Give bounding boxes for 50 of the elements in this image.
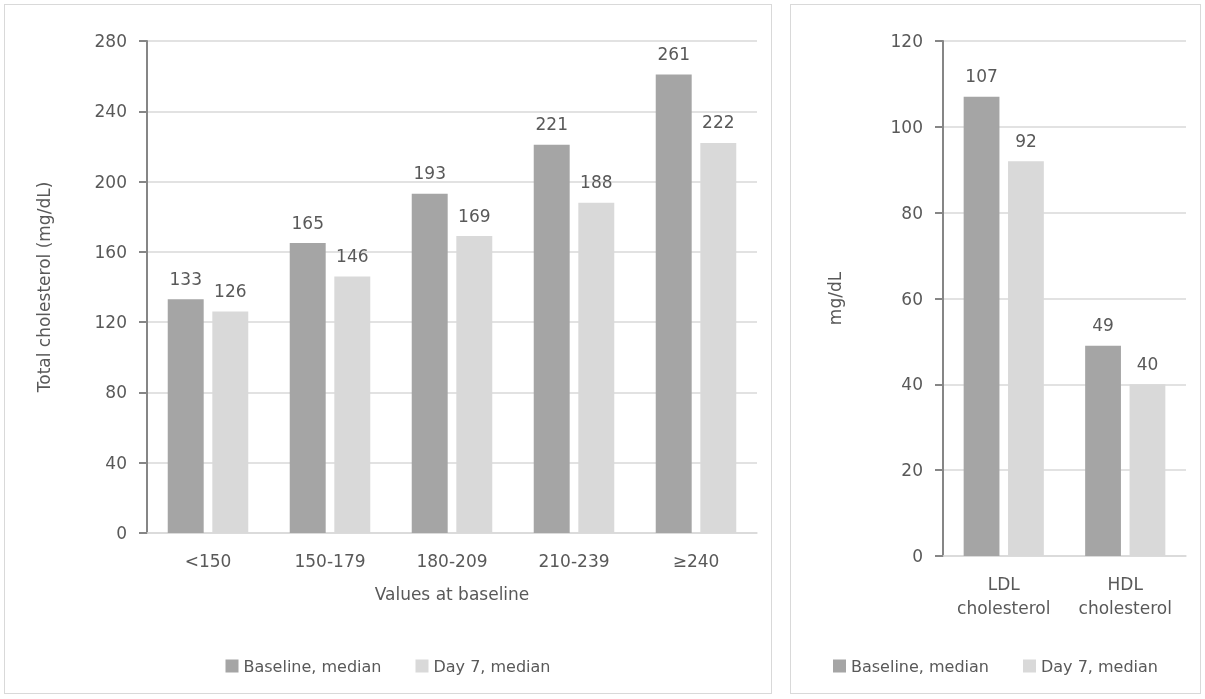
x-tick-label: <150: [184, 551, 232, 571]
legend-label: Baseline, median: [243, 656, 382, 676]
data-label: 49: [1092, 315, 1114, 336]
data-label: 261: [657, 43, 690, 64]
y-tick-label: 120: [94, 312, 127, 333]
y-tick-label: 200: [94, 171, 127, 192]
data-label: 107: [965, 66, 998, 87]
y-tick-label: 80: [105, 382, 127, 403]
y-tick-label: 20: [901, 460, 923, 481]
legend-label: Baseline, median: [851, 656, 989, 676]
data-label: 133: [169, 268, 202, 289]
bar: [1085, 345, 1121, 556]
y-tick-label: 40: [105, 452, 127, 473]
bar: [167, 299, 204, 533]
x-tick-label: ≥240: [672, 551, 720, 571]
y-tick-label: 100: [890, 116, 923, 137]
y-tick-label: 80: [901, 202, 923, 223]
data-label: 221: [535, 114, 568, 135]
y-tick-label: 0: [116, 523, 127, 543]
x-tick-label: 210-239: [538, 551, 610, 571]
legend-label: Day 7, median: [433, 656, 551, 676]
y-tick-label: 160: [94, 241, 127, 262]
y-tick-label: 0: [912, 546, 923, 566]
y-tick-label: 240: [94, 101, 127, 122]
bar: [411, 193, 448, 533]
x-tick-label: 180-209: [416, 551, 488, 571]
data-label: 222: [702, 112, 735, 133]
x-tick-label: 150-179: [294, 551, 366, 571]
y-axis-title: mg/dL: [824, 271, 845, 326]
data-label: 40: [1136, 353, 1159, 374]
x-axis-title: Values at baseline: [374, 583, 530, 604]
y-axis-title: Total cholesterol (mg/dL): [33, 181, 54, 394]
data-label: 146: [336, 245, 369, 266]
bar: [533, 144, 570, 533]
data-label: 188: [580, 172, 613, 193]
bar: [963, 96, 1000, 556]
data-label: 169: [458, 205, 491, 226]
bar: [289, 243, 326, 533]
legend-label: Day 7, median: [1040, 656, 1158, 676]
x-tick-label: HDL cholesterol: [1078, 574, 1172, 618]
y-tick-label: 40: [901, 374, 923, 395]
y-tick-label: 280: [94, 31, 127, 51]
data-label: 165: [291, 212, 324, 233]
data-label: 193: [413, 163, 446, 184]
y-tick-label: 60: [901, 288, 923, 309]
x-tick-label: LDL cholesterol: [957, 574, 1051, 618]
bar: [655, 74, 692, 533]
y-tick-label: 120: [890, 31, 923, 51]
data-label: 92: [1015, 130, 1037, 151]
data-label: 126: [214, 281, 247, 302]
